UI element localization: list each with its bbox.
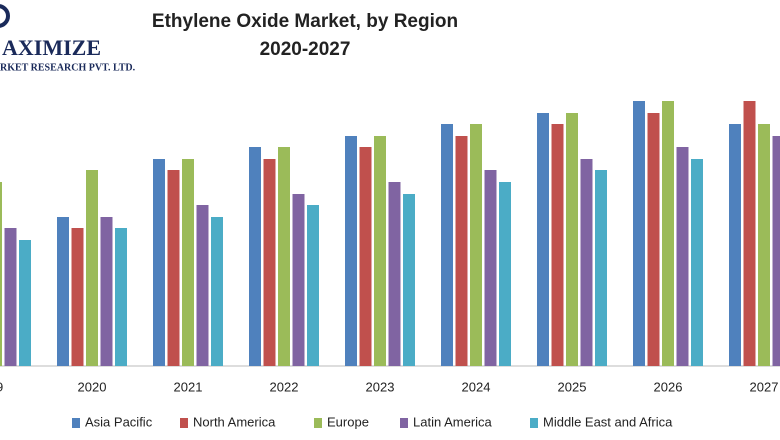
bar [662, 101, 674, 366]
bar [403, 194, 415, 366]
bar [196, 205, 209, 366]
logo-icon [0, 4, 10, 28]
bar [388, 182, 401, 366]
x-tick-label: 2024 [462, 379, 491, 394]
bar [211, 217, 223, 366]
legend-label: Europe [327, 414, 369, 429]
bar [86, 170, 98, 366]
logo-tagline: RKET RESEARCH PVT. LTD. [0, 62, 136, 73]
legend-swatch [180, 418, 188, 428]
bar [153, 159, 165, 366]
bar [249, 147, 261, 366]
x-tick-label: 2022 [270, 379, 299, 394]
bar [772, 136, 780, 366]
x-tick-label: 19 [0, 379, 3, 394]
bar [182, 159, 194, 366]
bar [580, 159, 593, 366]
bar [647, 113, 660, 366]
x-tick-label: 2025 [558, 379, 587, 394]
bar [345, 136, 357, 366]
bar [167, 170, 180, 366]
bar [0, 182, 2, 366]
x-tick-label: 2021 [174, 379, 203, 394]
logo-name: AXIMIZE [2, 35, 101, 60]
x-tick-label: 2026 [654, 379, 683, 394]
bar [633, 101, 645, 366]
bar [307, 205, 319, 366]
bar [537, 113, 549, 366]
x-tick-label: 2027 [750, 379, 779, 394]
bar [758, 124, 770, 366]
bar [551, 124, 564, 366]
bar [100, 217, 113, 366]
bar [19, 240, 31, 366]
x-tick-label: 2023 [366, 379, 395, 394]
bar [595, 170, 607, 366]
bar [292, 194, 305, 366]
legend-label: North America [193, 414, 276, 429]
bar [691, 159, 703, 366]
legend-label: Latin America [413, 414, 493, 429]
chart-title: Ethylene Oxide Market, by Region [152, 11, 458, 32]
bar [470, 124, 482, 366]
chart-subtitle: 2020-2027 [260, 39, 351, 60]
bar [57, 217, 69, 366]
legend-swatch [400, 418, 408, 428]
x-tick-label: 2020 [78, 379, 107, 394]
bar [441, 124, 453, 366]
bar [455, 136, 468, 366]
legend-label: Asia Pacific [85, 414, 153, 429]
bar [499, 182, 511, 366]
bar [71, 228, 84, 366]
bar [484, 170, 497, 366]
bar [566, 113, 578, 366]
bar [115, 228, 127, 366]
legend-swatch [314, 418, 322, 428]
bar [729, 124, 741, 366]
bar [4, 228, 17, 366]
bar [374, 136, 386, 366]
bar [263, 159, 276, 366]
bar [278, 147, 290, 366]
legend-swatch [530, 418, 538, 428]
legend-swatch [72, 418, 80, 428]
bar [676, 147, 689, 366]
legend-label: Middle East and Africa [543, 414, 673, 429]
bar [743, 101, 756, 366]
bar [359, 147, 372, 366]
